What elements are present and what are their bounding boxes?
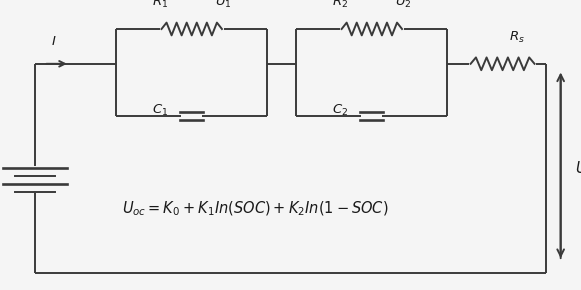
Text: $C_2$: $C_2$ <box>332 103 348 118</box>
Text: $C_1$: $C_1$ <box>152 103 168 118</box>
Text: $R_1$: $R_1$ <box>152 0 168 10</box>
Text: $R_2$: $R_2$ <box>332 0 348 10</box>
Text: $U_2$: $U_2$ <box>396 0 412 10</box>
Text: $I$: $I$ <box>51 35 56 48</box>
Text: $R_s$: $R_s$ <box>509 30 525 45</box>
Text: $U_1$: $U_1$ <box>216 0 232 10</box>
Text: $U_{oc}=K_0+K_1\mathit{In}(SOC)+K_2\mathit{In}(1-SOC)$: $U_{oc}=K_0+K_1\mathit{In}(SOC)+K_2\math… <box>123 200 389 218</box>
Text: $U_t$: $U_t$ <box>575 159 581 177</box>
